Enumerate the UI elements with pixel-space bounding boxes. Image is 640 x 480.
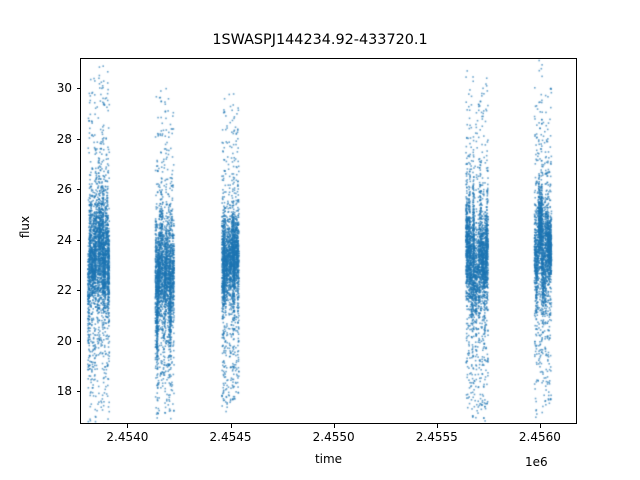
y-tick-mark [76,88,80,90]
x-tick-mark [436,424,438,428]
y-tick-mark [76,290,80,292]
x-tick-mark [230,424,232,428]
y-tick-label: 24 [56,232,72,247]
y-tick-mark [76,189,80,191]
y-tick-label: 20 [56,333,72,348]
x-tick-label: 2.4550 [312,430,355,444]
page-title: 1SWASPJ144234.92-433720.1 [212,32,428,48]
plot-axes [80,58,577,424]
y-tick-mark [76,239,80,241]
x-tick-mark [333,424,335,428]
y-tick-label: 30 [56,81,72,96]
y-tick-mark [76,138,80,140]
x-tick-mark [539,424,541,428]
x-tick-label: 2.4545 [209,430,252,444]
y-tick-label: 26 [56,182,72,197]
x-axis-offset-text: 1e6 [525,455,548,469]
y-tick-mark [76,340,80,342]
x-tick-label: 2.4555 [415,430,458,444]
y-tick-label: 22 [56,283,72,298]
x-tick-label: 2.4560 [518,430,561,444]
y-tick-label: 28 [56,131,72,146]
x-tick-mark [127,424,129,428]
x-tick-label: 2.4540 [106,430,149,444]
y-tick-label: 18 [56,384,72,399]
y-tick-mark [76,391,80,393]
scatter-plot-canvas [81,59,576,423]
y-axis-label: flux [18,215,32,239]
x-axis-label: time [314,452,343,466]
